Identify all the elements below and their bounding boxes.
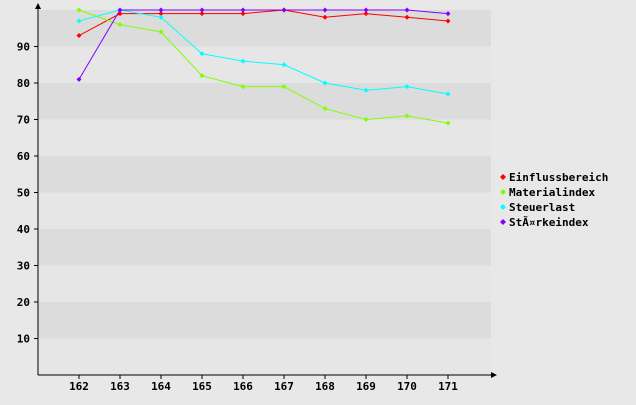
- legend-label: Einflussbereich: [509, 171, 608, 184]
- data-point: [445, 18, 451, 24]
- data-point: [76, 76, 82, 82]
- x-tick-label: 164: [151, 380, 171, 393]
- data-point: [158, 14, 164, 20]
- y-tick-label: 30: [17, 260, 30, 273]
- legend-marker: [500, 174, 506, 180]
- y-tick-label: 60: [17, 150, 30, 163]
- data-point: [445, 120, 451, 126]
- grid-band: [38, 10, 491, 47]
- data-point: [199, 51, 205, 57]
- data-point: [322, 80, 328, 86]
- x-tick-label: 168: [315, 380, 335, 393]
- data-point: [240, 11, 246, 17]
- y-axis-arrow: [35, 3, 41, 9]
- grid-band: [38, 265, 491, 302]
- grid-band: [38, 338, 491, 375]
- legend-marker: [500, 204, 506, 210]
- legend-label: Steuerlast: [509, 201, 575, 214]
- data-point: [199, 73, 205, 79]
- data-point: [281, 62, 287, 68]
- grid-band: [38, 119, 491, 156]
- data-point: [158, 29, 164, 35]
- data-point: [76, 18, 82, 24]
- data-point: [199, 7, 205, 13]
- data-point: [322, 7, 328, 13]
- x-tick-label: 167: [274, 380, 294, 393]
- axes: [35, 3, 497, 378]
- y-tick-label: 20: [17, 296, 30, 309]
- data-point: [404, 84, 410, 90]
- x-tick-label: 165: [192, 380, 212, 393]
- x-tick-label: 162: [69, 380, 89, 393]
- grid-band: [38, 302, 491, 339]
- data-point: [363, 11, 369, 17]
- data-point: [322, 14, 328, 20]
- data-point: [322, 106, 328, 112]
- data-point: [281, 7, 287, 13]
- data-point: [240, 58, 246, 64]
- series-line: [78, 9, 449, 80]
- y-tick-label: 40: [17, 223, 30, 236]
- data-point: [199, 11, 205, 17]
- data-point: [117, 11, 123, 17]
- legend-label: StÃ¤rkeindex: [509, 216, 589, 229]
- y-tick-label: 80: [17, 77, 30, 90]
- data-point: [281, 84, 287, 90]
- data-point: [76, 7, 82, 13]
- x-tick-label: 166: [233, 380, 253, 393]
- x-axis-ticks: 162 163 164 165 166 167 168 169 170 171: [69, 375, 458, 393]
- grid-band: [38, 229, 491, 266]
- grid-band: [38, 156, 491, 193]
- data-point: [404, 14, 410, 20]
- data-point: [158, 11, 164, 17]
- grid-band: [38, 192, 491, 229]
- series-line: [78, 9, 449, 95]
- series-points: [76, 7, 451, 126]
- y-tick-label: 10: [17, 333, 30, 346]
- y-tick-label: 90: [17, 41, 30, 54]
- x-tick-label: 163: [110, 380, 130, 393]
- data-point: [76, 33, 82, 39]
- data-point: [363, 87, 369, 93]
- legend-marker: [500, 189, 506, 195]
- data-point: [404, 7, 410, 13]
- data-point: [445, 11, 451, 17]
- plot-background: [38, 10, 491, 375]
- legend-label: Materialindex: [509, 186, 595, 199]
- y-tick-label: 50: [17, 187, 30, 200]
- x-tick-label: 171: [438, 380, 458, 393]
- series-line: [78, 9, 449, 124]
- data-point: [240, 84, 246, 90]
- x-tick-label: 170: [397, 380, 417, 393]
- data-point: [363, 7, 369, 13]
- data-point: [158, 7, 164, 13]
- data-point: [404, 113, 410, 119]
- data-point: [240, 7, 246, 13]
- x-axis-arrow: [491, 372, 497, 378]
- data-point: [445, 91, 451, 97]
- grid-band: [38, 46, 491, 83]
- legend: Einflussbereich Materialindex Steuerlast St…: [500, 171, 608, 229]
- x-tick-label: 169: [356, 380, 376, 393]
- y-tick-label: 70: [17, 114, 30, 127]
- data-point: [363, 117, 369, 122]
- data-point: [117, 7, 123, 13]
- legend-marker: [500, 219, 506, 225]
- data-point: [117, 22, 123, 28]
- series-lines: [78, 9, 449, 124]
- grid-band: [38, 83, 491, 120]
- y-axis-ticks: 10 20 30 40 50 60 70 80 90: [17, 41, 38, 346]
